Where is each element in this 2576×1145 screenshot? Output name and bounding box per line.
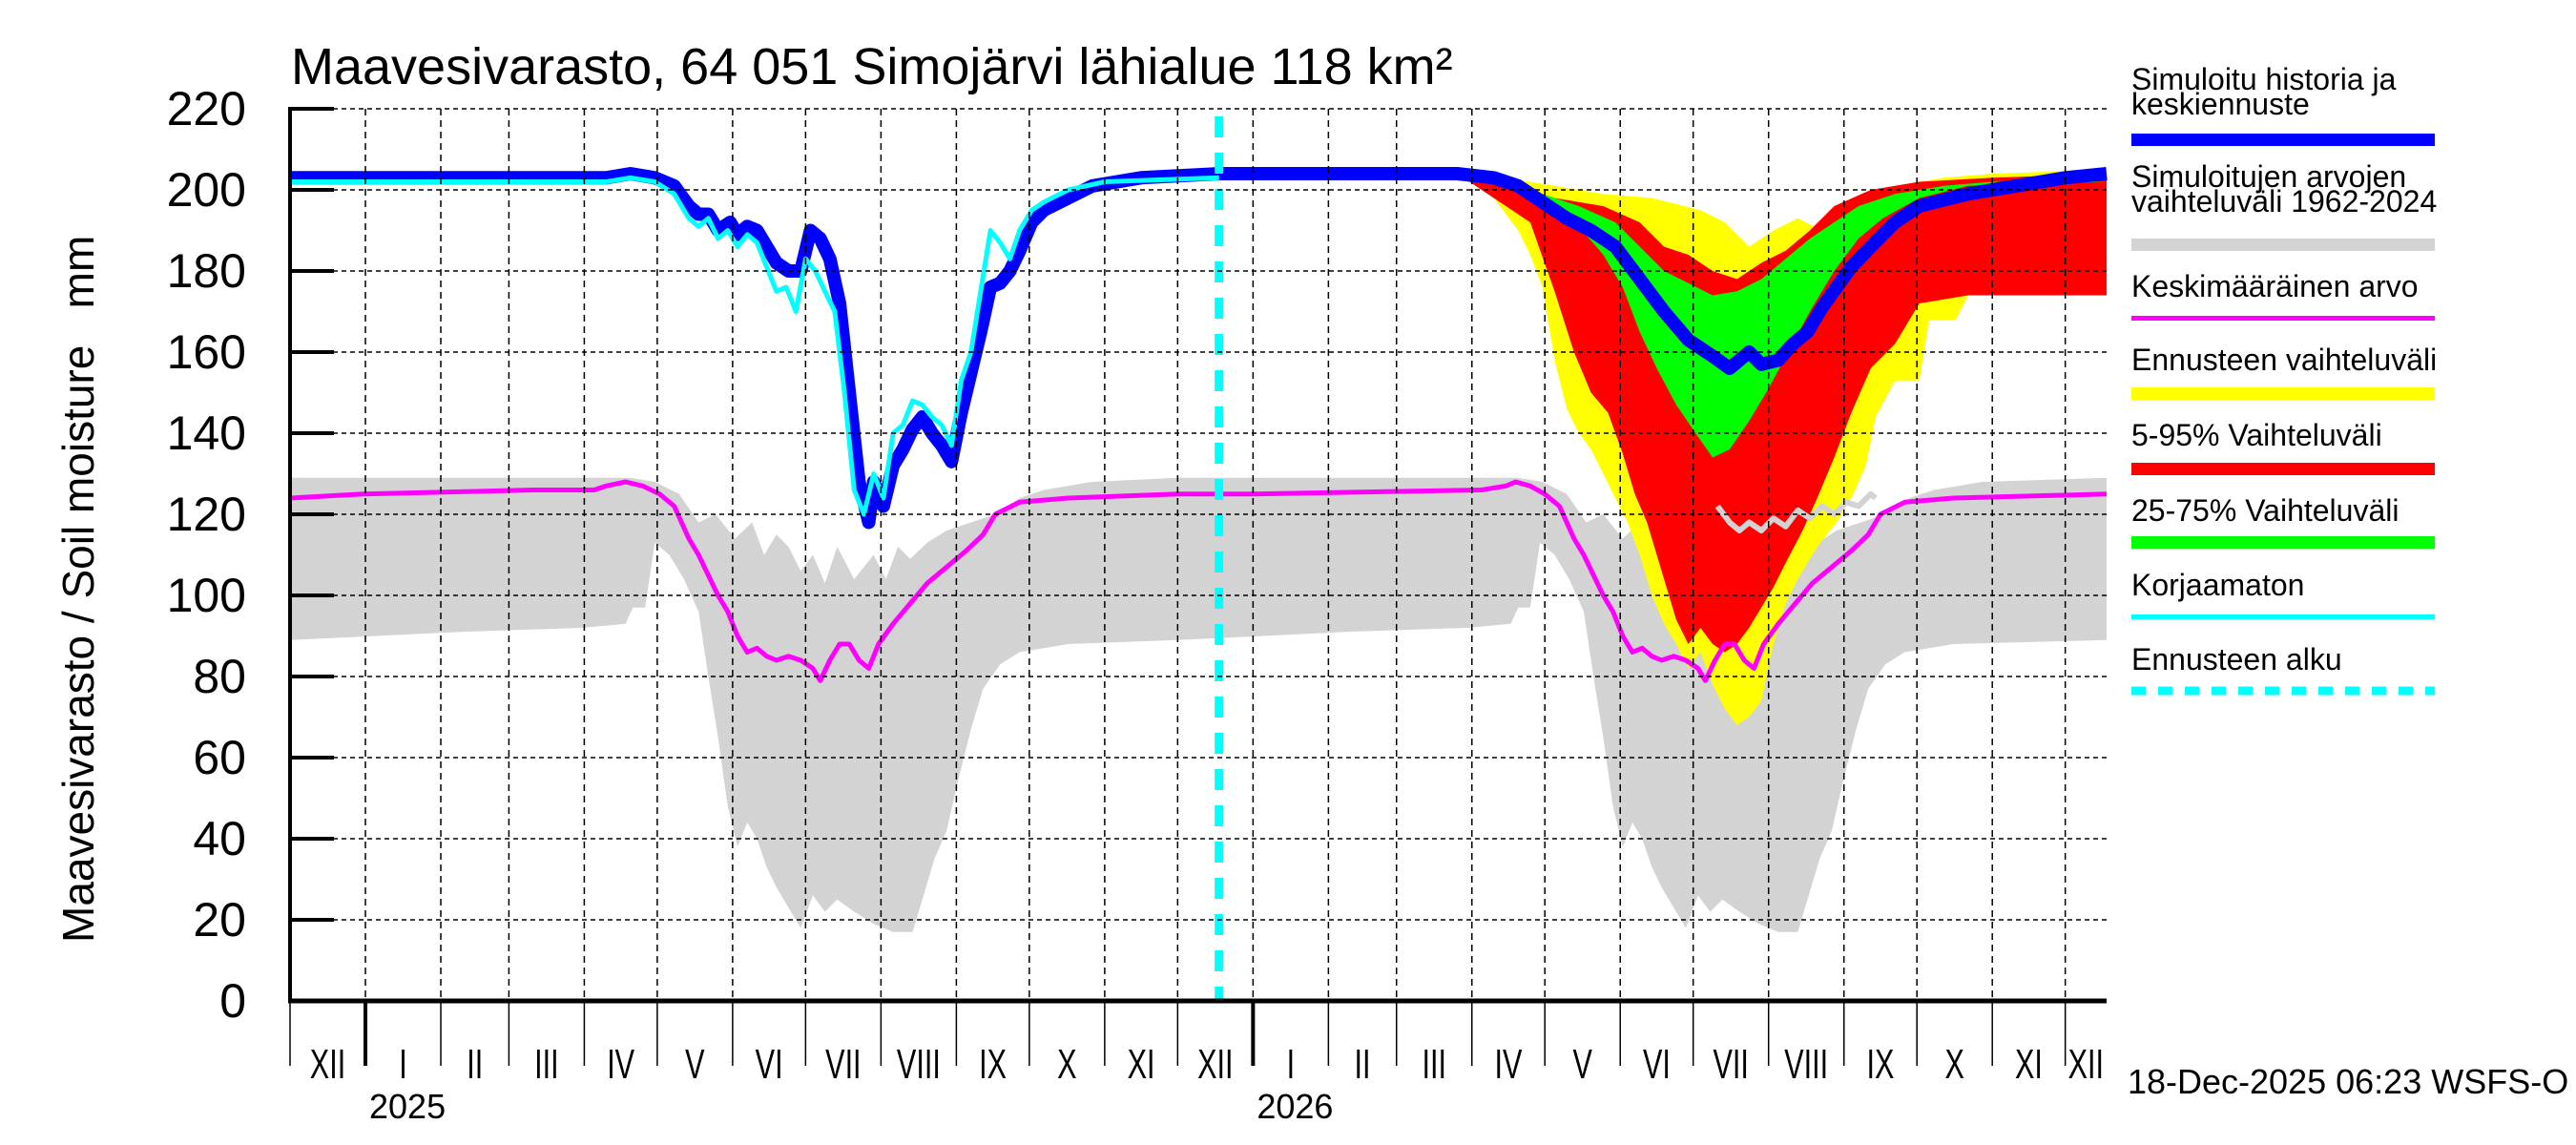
month-label: X [1944,1041,1963,1087]
y-tick-label: 80 [193,650,246,703]
y-tick-label: 40 [193,812,246,865]
month-label: XI [2015,1041,2043,1087]
timestamp-footer: 18-Dec-2025 06:23 WSFS-O [2128,1062,2568,1101]
y-tick-label: 160 [167,325,246,379]
legend-label: keskiennuste [2131,87,2310,121]
legend-label: vaihteluväli 1962-2024 [2131,184,2437,219]
month-label: VI [756,1041,783,1087]
month-label: XII [310,1041,345,1087]
month-label: X [1057,1041,1076,1087]
month-label: I [399,1041,407,1087]
month-label: I [1287,1041,1296,1087]
legend-swatch [2131,387,2435,400]
y-tick-label: 180 [167,244,246,298]
legend-swatch [2131,134,2435,146]
legend-item: Korjaamaton [2131,568,2435,619]
y-axis-label: Maavesivarasto / Soil moisture mm [53,236,103,943]
month-label: VII [825,1041,861,1087]
line-series-6 [290,167,2108,530]
y-tick-label: 100 [167,569,246,622]
year-label: 2026 [1257,1087,1333,1126]
legend-item: Keskimääräinen arvo [2131,269,2435,321]
y-tick-label: 220 [167,82,246,135]
month-label: II [467,1041,483,1087]
legend-item: Ennusteen vaihteluväli [2131,343,2437,400]
month-label: VIII [1784,1041,1828,1087]
legend-label: 5-95% Vaihteluväli [2131,418,2382,452]
month-label: XI [1128,1041,1155,1087]
band-series-2 [1218,174,2107,653]
y-tick-label: 200 [167,163,246,217]
y-tick-label: 120 [167,488,246,541]
legend-label: Keskimääräinen arvo [2131,269,2419,303]
chart-title: Maavesivarasto, 64 051 Simojärvi lähialu… [291,38,1453,95]
month-label: V [685,1041,704,1087]
month-label: IV [1495,1041,1523,1087]
month-label: XII [2068,1041,2104,1087]
legend-swatch [2131,316,2435,321]
legend-swatch [2131,239,2435,251]
legend-item: 5-95% Vaihteluväli [2131,418,2435,475]
legend-label: 25-75% Vaihteluväli [2131,493,2399,528]
month-label: III [534,1041,559,1087]
band-series-0 [290,477,2107,932]
month-label: IV [607,1041,634,1087]
month-label: III [1422,1041,1446,1087]
legend-item: Ennusteen alku [2131,642,2435,696]
month-label: II [1355,1041,1371,1087]
y-tick-label: 20 [193,893,246,947]
legend-swatch [2131,463,2435,475]
month-label: XII [1197,1041,1233,1087]
year-label: 2025 [369,1087,446,1126]
y-tick-label: 0 [219,974,246,1028]
legend-swatch [2131,614,2435,619]
series-layer [289,116,2108,1001]
month-label: V [1573,1041,1592,1087]
y-tick-label: 60 [193,731,246,784]
month-label: VII [1713,1041,1748,1087]
legend-label: Simuloitujen arvojen [2131,159,2406,194]
legend-label: Ennusteen vaihteluväli [2131,343,2437,377]
month-label: VI [1643,1041,1671,1087]
grid-layer [290,108,2107,1001]
legend-swatch [2131,536,2435,549]
line-series-4 [1714,490,1878,533]
month-label: VIII [897,1041,941,1087]
legend: Simuloitu historia jakeskiennusteSimuloi… [2131,62,2437,696]
y-tick-label: 140 [167,406,246,460]
legend-label: Ennusteen alku [2131,642,2342,677]
month-label: IX [979,1041,1007,1087]
legend-label: Simuloitu historia ja [2131,62,2397,96]
legend-label: Korjaamaton [2131,568,2304,602]
legend-item: 25-75% Vaihteluväli [2131,493,2435,549]
line-series-5 [289,479,2108,683]
line-series-7 [290,175,1219,517]
month-label: IX [1867,1041,1895,1087]
